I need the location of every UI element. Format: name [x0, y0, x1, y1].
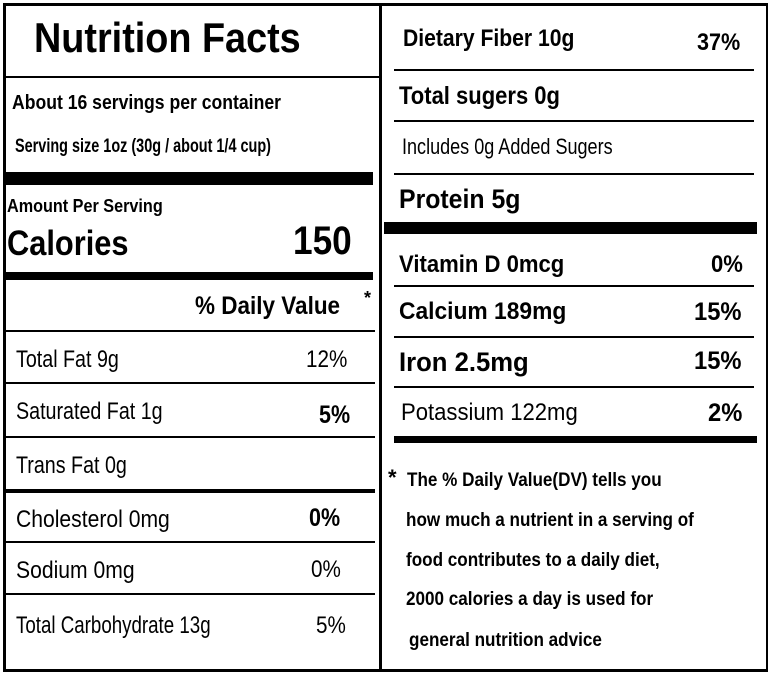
label-frame	[3, 669, 768, 672]
nutrient-dv-dietary-fiber: 37%	[697, 29, 741, 56]
footnote-line-2: how much a nutrient in a serving of	[406, 510, 694, 531]
footnote-line-5: general nutrition advice	[409, 630, 602, 651]
nutrient-name-added-sugars: Includes 0g Added Sugers	[402, 134, 613, 159]
title-rule	[6, 76, 379, 78]
footnote-line-1: The % Daily Value(DV) tells you	[407, 470, 662, 491]
daily-value-header: % Daily Value	[195, 292, 341, 320]
nutrient-name-protein: Protein 5g	[399, 184, 521, 214]
row-rule	[6, 541, 375, 543]
nutrient-name-total-fat: Total Fat 9g	[16, 346, 119, 373]
servings-per-container: About 16 servings per container	[12, 92, 281, 114]
row-rule	[394, 285, 754, 287]
row-rule	[6, 489, 375, 493]
mineral-name-potassium: Potassium 122mg	[401, 399, 578, 426]
row-rule	[6, 330, 375, 332]
calories-label: Calories	[7, 224, 129, 263]
nutrient-name-cholesterol: Cholesterol 0mg	[16, 506, 170, 533]
row-rule	[394, 336, 754, 338]
label-frame	[766, 3, 768, 672]
label-frame	[3, 3, 768, 6]
row-rule	[394, 120, 754, 122]
column-divider	[379, 3, 382, 672]
label-title: Nutrition Facts	[34, 14, 301, 61]
nutrient-name-total-carbohydrate: Total Carbohydrate 13g	[16, 612, 211, 639]
calories-rule	[6, 272, 373, 280]
nutrient-name-saturated-fat: Saturated Fat 1g	[16, 398, 163, 425]
nutrient-name-total-sugars: Total sugers 0g	[399, 82, 560, 110]
nutrient-dv-total-carbohydrate: 5%	[316, 612, 346, 639]
thick-rule	[394, 436, 757, 443]
nutrient-dv-cholesterol: 0%	[309, 504, 341, 532]
mineral-dv-calcium: 15%	[694, 298, 742, 326]
mineral-name-iron: Iron 2.5mg	[399, 347, 529, 377]
thick-rule	[6, 172, 373, 185]
row-rule	[6, 436, 375, 438]
mineral-dv-potassium: 2%	[708, 399, 743, 427]
row-rule	[394, 386, 754, 388]
thick-rule	[384, 222, 757, 234]
label-frame	[3, 3, 6, 672]
footnote-line-3: food contributes to a daily diet,	[406, 550, 660, 571]
footnote-asterisk: *	[388, 465, 397, 490]
nutrient-dv-sodium: 0%	[311, 556, 341, 583]
amount-per-serving: Amount Per Serving	[7, 196, 163, 216]
row-rule	[6, 593, 375, 595]
mineral-name-calcium: Calcium 189mg	[399, 298, 567, 325]
footnote-line-4: 2000 calories a day is used for	[406, 589, 654, 610]
mineral-name-vitamin-d: Vitamin D 0mcg	[399, 251, 565, 278]
row-rule	[394, 173, 754, 175]
row-rule	[394, 69, 754, 71]
mineral-dv-iron: 15%	[694, 347, 742, 375]
nutrient-dv-saturated-fat: 5%	[319, 401, 351, 429]
row-rule	[6, 382, 375, 384]
nutrient-name-sodium: Sodium 0mg	[16, 557, 135, 584]
nutrient-name-trans-fat: Trans Fat 0g	[16, 452, 127, 479]
mineral-dv-vitamin-d: 0%	[711, 251, 743, 278]
nutrient-name-dietary-fiber: Dietary Fiber 10g	[403, 25, 575, 52]
calories-value: 150	[293, 219, 352, 263]
daily-value-asterisk: *	[364, 288, 372, 308]
nutrient-dv-total-fat: 12%	[306, 346, 348, 373]
serving-size: Serving size 1oz (30g / about 1/4 cup)	[15, 136, 271, 157]
